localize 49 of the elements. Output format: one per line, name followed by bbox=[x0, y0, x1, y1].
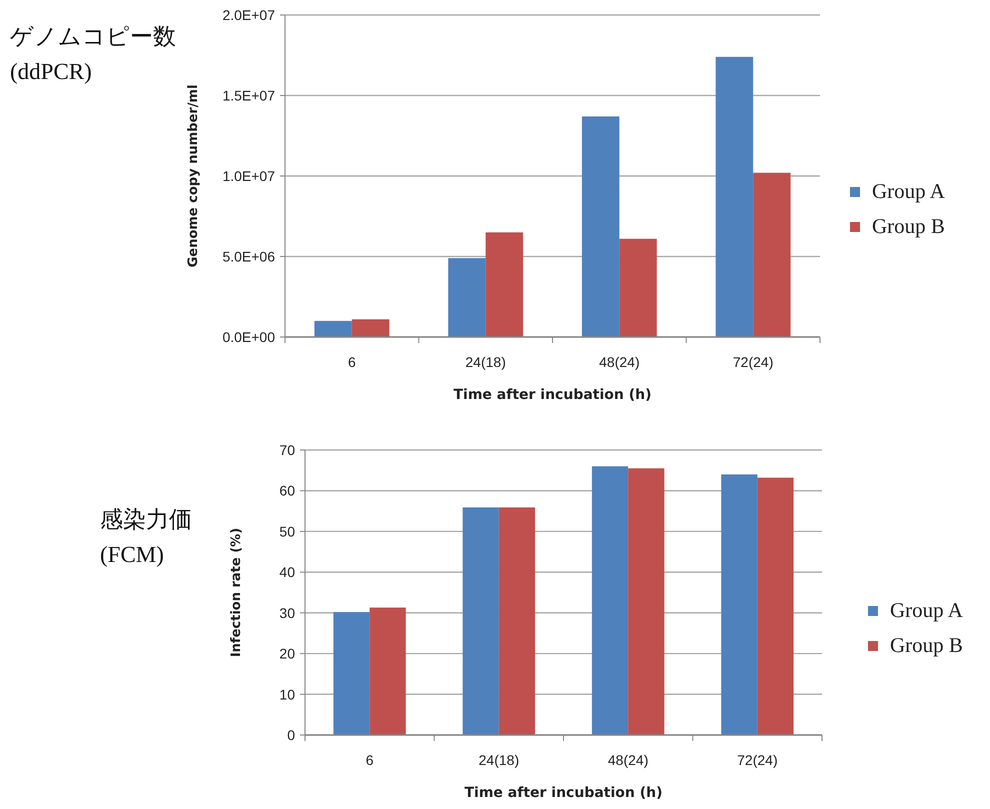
y-tick-label: 10 bbox=[279, 686, 296, 702]
y-tick-label: 1.0E+07 bbox=[222, 168, 276, 184]
bar bbox=[462, 507, 499, 735]
y-tick-label: 2.0E+07 bbox=[222, 7, 276, 23]
x-axis-title: Time after incubation (h) bbox=[464, 785, 663, 801]
legend-label: Group B bbox=[890, 633, 963, 657]
y-tick-label: 5.0E+06 bbox=[222, 248, 276, 264]
x-tick-label: 24(18) bbox=[478, 752, 520, 768]
bar bbox=[582, 116, 620, 337]
bar bbox=[619, 238, 657, 337]
x-tick-label: 48(24) bbox=[608, 752, 648, 768]
x-tick-label: 72(24) bbox=[737, 752, 778, 768]
x-tick-label: 24(18) bbox=[465, 354, 506, 370]
bar bbox=[333, 612, 370, 735]
bar bbox=[448, 258, 486, 337]
bar bbox=[592, 466, 628, 735]
bar bbox=[628, 468, 664, 735]
text: (FCM) bbox=[100, 542, 164, 567]
y-tick-label: 70 bbox=[279, 442, 296, 458]
bar bbox=[370, 608, 406, 735]
y-tick-label: 20 bbox=[279, 646, 296, 662]
bar bbox=[486, 232, 524, 337]
bar bbox=[721, 474, 758, 735]
y-tick-label: 40 bbox=[279, 564, 296, 580]
bar bbox=[757, 478, 794, 735]
bar bbox=[716, 56, 754, 337]
y-tick-label: 1.5E+07 bbox=[222, 88, 276, 104]
bar bbox=[498, 507, 536, 735]
legend-label: Group B bbox=[872, 214, 945, 238]
text: (ddPCR) bbox=[10, 59, 92, 84]
text: ゲノムコピー数 bbox=[10, 24, 176, 50]
y-tick-label: 0.0E+00 bbox=[222, 329, 276, 345]
x-axis-title: Time after incubation (h) bbox=[453, 387, 652, 403]
legend-label: Group A bbox=[890, 598, 964, 622]
y-axis-title: Infection rate (%) bbox=[229, 528, 244, 658]
y-tick-label: 30 bbox=[279, 604, 296, 621]
x-tick-label: 6 bbox=[348, 354, 356, 370]
bar bbox=[314, 320, 352, 337]
x-tick-label: 6 bbox=[366, 752, 374, 768]
legend-label: Group A bbox=[872, 179, 946, 203]
bar bbox=[753, 172, 791, 337]
bar bbox=[352, 319, 390, 337]
x-tick-label: 72(24) bbox=[732, 354, 774, 370]
text: 感染力価 bbox=[100, 507, 192, 533]
y-tick-label: 50 bbox=[279, 523, 296, 540]
y-tick-label: 60 bbox=[279, 482, 296, 499]
x-tick-label: 48(24) bbox=[599, 354, 640, 370]
y-tick-label: 0 bbox=[287, 727, 296, 743]
y-axis-title: Genome copy number/ml bbox=[186, 84, 201, 268]
